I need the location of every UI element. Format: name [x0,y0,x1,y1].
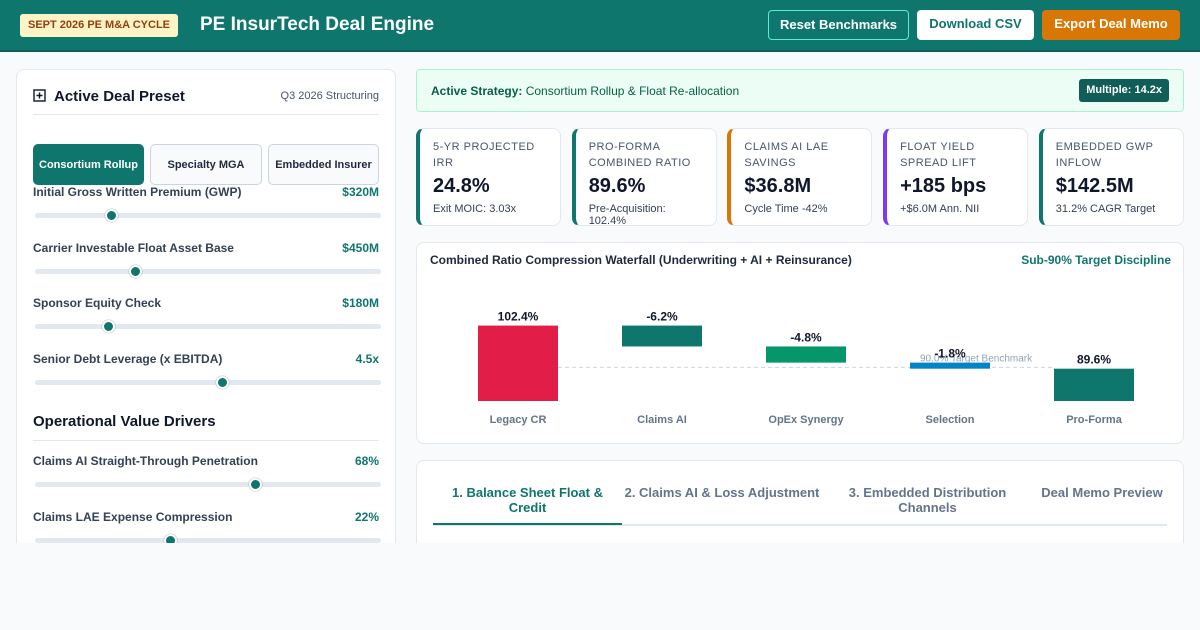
kpi-title: 5-YR PROJECTED IRR [433,141,535,169]
kpi-note: Cycle Time -42% [744,203,828,215]
tab-rule [433,524,1167,526]
slider-value: $320M [342,185,379,199]
kpi-title: FLOAT YIELD SPREAD LIFT [900,141,977,169]
kpi-value: $142.5M [1055,175,1134,197]
kpi-note: Pre-Acquisition: 102.4% [588,203,666,227]
x-tick-label: OpEx Synergy [768,414,844,426]
panel-title: Active Deal Preset [54,88,185,105]
x-tick-label: Selection [926,414,975,426]
preset-panel: Active Deal Preset Q3 2026 Structuring C… [16,69,396,543]
strategy-label: Active Strategy: [431,84,523,98]
slider-thumb[interactable] [102,320,115,333]
slider-thumb[interactable] [105,209,118,222]
slider-label: Carrier Investable Float Asset Base [33,240,234,255]
kpi-value: +185 bps [900,175,987,197]
reset-button[interactable]: Reset Benchmarks [768,10,909,40]
value-label: -1.8% [934,347,966,361]
slider-track [35,538,381,543]
slider-value: $450M [342,240,379,255]
cycle-badge: SEPT 2026 PE M&A CYCLE [20,14,179,37]
main: Active Deal Preset Q3 2026 Structuring C… [0,53,1200,543]
divider [33,440,379,441]
icon [33,89,46,102]
value-label: 102.4% [498,310,539,324]
kpi-card: PRO-FORMA COMBINED RATIO 89.6% Pre-Acquisi… [571,128,717,227]
slider-track [35,482,381,487]
bar [910,362,990,369]
kpi-value: 24.8% [433,175,490,197]
kpi-title: EMBEDDED GWP INFLOW [1055,141,1154,169]
slider-value: 4.5x [355,351,379,366]
kpi-card: CLAIMS AI LAE SAVINGS $36.8M Cycle Time -4… [727,128,873,226]
slider-thumb[interactable] [129,264,142,278]
chart-card: Combined Ratio Compression Waterfall (Un… [416,242,1184,444]
kpi-card: FLOAT YIELD SPREAD LIFT +185 bps +$6.0M An… [883,128,1029,226]
value-label: -6.2% [646,310,678,324]
kpi-note: Exit MOIC: 3.03x [433,203,517,215]
chart-subtitle: Sub-90% Target Discipline [1021,253,1171,267]
target-label: 90.0% Target Benchmark [920,353,1033,364]
slider-value: 68% [354,454,379,468]
kpi-value: 89.6% [588,175,646,197]
slider-track [35,324,381,329]
slider-label: Senior Debt Leverage (x EBITDA) [33,351,223,366]
strategy-banner: Active Strategy: Consortium Rollup & Flo… [416,69,1184,112]
kpi-value: $36.8M [744,175,812,197]
download-button[interactable]: Download CSV [917,10,1034,40]
tab[interactable]: 1. Balance Sheet Float & Credit [433,485,622,525]
slider-label: Sponsor Equity Check [33,296,162,310]
slider-label: Claims LAE Expense Compression [33,510,233,524]
value-label: 89.6% [1077,353,1111,367]
tabs-card [416,460,1184,543]
slider-thumb[interactable] [164,534,177,543]
preset-option[interactable]: Embedded Insurer [268,144,379,185]
x-tick-label: Claims AI [637,414,687,426]
kpi-note: 31.2% CAGR Target [1055,203,1156,215]
header: SEPT 2026 PE M&A CYCLE PE InsurTech Deal… [0,0,1200,52]
slider-thumb[interactable] [216,375,229,389]
slider-label: Claims AI Straight-Through Penetration [33,454,258,468]
app-title: PE InsurTech Deal Engine [200,14,435,35]
tab[interactable]: 3. Embedded Distribution Channels [848,485,1007,515]
strategy-text: Consortium Rollup & Float Re-allocation [525,84,740,98]
kpi-card: 5-YR PROJECTED IRR 24.8% Exit MOIC: 3.03x [416,128,561,226]
slider-thumb[interactable] [249,478,262,491]
slider-track [35,213,381,218]
kpi-note: +$6.0M Ann. NII [900,203,980,215]
bar [622,325,702,347]
preset-option[interactable]: Specialty MGA [150,144,262,185]
slider-track [35,268,381,274]
divider [33,114,379,115]
kpi-title: CLAIMS AI LAE SAVINGS [744,141,829,169]
value-label: -4.8% [790,330,822,344]
bar [1054,368,1134,401]
export-button[interactable]: Export Deal Memo [1042,10,1180,40]
bar [478,325,558,401]
chart: Combined Ratio Compression Waterfall (Un… [430,253,1171,426]
slider-track [35,379,381,385]
x-tick-label: Legacy CR [490,414,547,426]
slider-label: Initial Gross Written Premium (GWP) [33,185,242,199]
chart-title: Combined Ratio Compression Waterfall (Un… [430,253,852,267]
panel-period: Q3 2026 Structuring [280,90,379,102]
tab[interactable]: Deal Memo Preview [1041,485,1163,500]
tab[interactable]: 2. Claims AI & Loss Adjustment [624,485,820,500]
slider-value: 22% [354,510,379,524]
x-tick-label: Pro-Forma [1066,414,1123,426]
preset-option[interactable]: Consortium Rollup [33,144,144,185]
slider-value: $180M [342,296,379,310]
kpi-card: EMBEDDED GWP INFLOW $142.5M 31.2% CAGR Tar… [1038,128,1184,226]
multiple-badge: Multiple: 14.2x [1079,79,1169,102]
kpi-title: PRO-FORMA COMBINED RATIO [588,141,691,169]
bar [766,346,846,363]
section-title: Operational Value Drivers [33,413,216,430]
